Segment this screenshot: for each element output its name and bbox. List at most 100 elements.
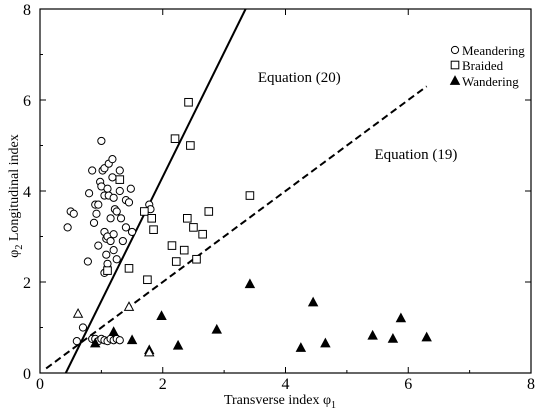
meandering-point bbox=[63, 223, 72, 232]
meandering-point bbox=[88, 166, 97, 175]
equation-line-20 bbox=[64, 8, 247, 374]
legend-marker-braided bbox=[450, 60, 460, 70]
lines-layer bbox=[45, 8, 428, 374]
meandering-point bbox=[116, 214, 126, 223]
x-axis-label-subscript: 1 bbox=[331, 400, 336, 411]
braided-point bbox=[115, 175, 125, 184]
other-point bbox=[123, 301, 135, 311]
wandering-point bbox=[126, 334, 138, 345]
x-tick-label: 4 bbox=[282, 376, 290, 393]
y-tick-label: 6 bbox=[23, 93, 31, 110]
annotation-equation-19: Equation (19) bbox=[374, 147, 457, 163]
meandering-point bbox=[83, 257, 92, 266]
meandering-point bbox=[85, 189, 94, 198]
wandering-point bbox=[387, 333, 399, 343]
legend-label-wandering: Wandering bbox=[462, 74, 519, 89]
braided-point bbox=[184, 97, 193, 107]
meandering-point bbox=[94, 200, 103, 209]
y-axis-label-subscript: 2 bbox=[14, 245, 25, 250]
braided-point bbox=[198, 229, 207, 239]
x-tick-label: 6 bbox=[404, 376, 412, 393]
wandering-point bbox=[421, 331, 432, 342]
legend-label-meandering: Meandering bbox=[462, 43, 525, 58]
wandering-point bbox=[90, 337, 101, 348]
y-axis-label: φ2 Longitudinal index bbox=[7, 134, 25, 258]
braided-point bbox=[147, 214, 157, 223]
meandering-point bbox=[102, 250, 111, 259]
meandering-point bbox=[121, 223, 131, 232]
meandering-point bbox=[126, 184, 135, 193]
meandering-point bbox=[103, 259, 112, 268]
points-layer bbox=[63, 97, 432, 357]
other-point bbox=[72, 307, 84, 318]
meandering-point bbox=[112, 255, 121, 264]
braided-point bbox=[124, 264, 134, 273]
x-tick-label: 0 bbox=[36, 376, 44, 393]
wandering-point bbox=[108, 326, 119, 336]
wandering-point bbox=[211, 323, 222, 334]
meandering-point bbox=[106, 236, 115, 246]
y-tick-label: 8 bbox=[23, 2, 31, 19]
braided-point bbox=[167, 241, 177, 250]
legend-marker-wandering bbox=[449, 75, 461, 85]
meandering-point bbox=[109, 230, 118, 239]
ticks-layer: 0 2 4 6 8 0 2 4 6 8 bbox=[23, 2, 535, 393]
y-axis-label-text: Longitudinal index bbox=[7, 134, 22, 244]
y-tick-label: 0 bbox=[23, 366, 31, 383]
braided-point bbox=[192, 254, 201, 264]
braided-point bbox=[140, 207, 149, 216]
meandering-point bbox=[115, 186, 124, 196]
meandering-point bbox=[109, 246, 118, 255]
meandering-point bbox=[97, 136, 106, 146]
meandering-point bbox=[89, 218, 99, 227]
braided-point bbox=[189, 223, 198, 232]
legend-label-braided: Braided bbox=[462, 58, 504, 73]
meandering-point bbox=[72, 337, 81, 346]
braided-point bbox=[179, 245, 189, 255]
meandering-point bbox=[106, 214, 115, 223]
legend: Meandering Braided Wandering bbox=[449, 43, 525, 89]
braided-point bbox=[171, 257, 181, 266]
meandering-point bbox=[115, 336, 124, 345]
meandering-point bbox=[127, 227, 137, 237]
meandering-point bbox=[108, 173, 117, 182]
wandering-point bbox=[320, 337, 331, 348]
meandering-point bbox=[94, 241, 103, 250]
y-tick-label: 4 bbox=[23, 184, 31, 201]
y-tick-label: 2 bbox=[23, 275, 31, 292]
x-axis-label: Transverse index φ1 bbox=[224, 393, 336, 411]
braided-point bbox=[170, 134, 180, 143]
legend-marker-meandering bbox=[450, 45, 460, 55]
wandering-point bbox=[395, 312, 407, 323]
braided-point bbox=[183, 214, 192, 223]
meandering-point bbox=[103, 184, 112, 193]
braided-point bbox=[103, 266, 112, 275]
braided-point bbox=[186, 141, 195, 150]
other-point bbox=[144, 346, 155, 357]
braided-point bbox=[204, 207, 214, 216]
x-axis-label-text: Transverse index φ bbox=[224, 393, 331, 408]
meandering-point bbox=[92, 209, 101, 218]
wandering-point bbox=[367, 329, 378, 340]
annotation-equation-20: Equation (20) bbox=[258, 70, 341, 86]
meandering-point bbox=[78, 323, 88, 332]
wandering-point bbox=[244, 278, 256, 289]
braided-point bbox=[143, 275, 152, 285]
braided-point bbox=[149, 225, 158, 234]
y-axis-label-symbol: φ bbox=[7, 250, 22, 258]
wandering-point bbox=[172, 339, 184, 350]
wandering-point bbox=[307, 296, 319, 307]
equation-line-19 bbox=[45, 85, 428, 370]
meandering-point bbox=[118, 236, 127, 246]
meandering-point bbox=[124, 198, 134, 207]
wandering-point bbox=[295, 342, 307, 352]
meandering-point bbox=[115, 166, 124, 175]
wandering-point bbox=[156, 310, 167, 321]
meandering-point bbox=[69, 209, 78, 218]
meandering-point bbox=[108, 155, 117, 164]
x-tick-label: 8 bbox=[527, 376, 535, 393]
meandering-point bbox=[112, 207, 121, 216]
braided-point bbox=[245, 191, 255, 200]
meandering-point bbox=[109, 193, 118, 202]
